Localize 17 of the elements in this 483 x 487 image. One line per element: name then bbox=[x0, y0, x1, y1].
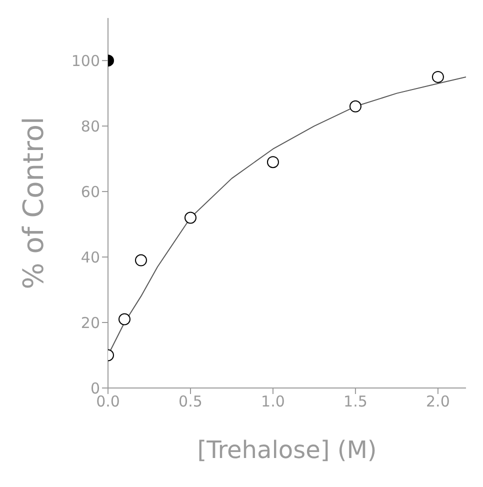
y-tick-label: 20 bbox=[80, 314, 100, 332]
x-tick-label: 2.0 bbox=[426, 392, 450, 411]
point bbox=[118, 313, 130, 326]
x-tick-label: 1.5 bbox=[344, 392, 368, 411]
x-tick-label: 1.0 bbox=[261, 392, 285, 411]
point bbox=[184, 212, 196, 224]
y-tick-label: 80 bbox=[80, 117, 100, 136]
point bbox=[349, 100, 362, 112]
point bbox=[134, 254, 147, 266]
y-axis-title: % of Control bbox=[16, 116, 50, 290]
x-axis-title: [Trehalose] (M) bbox=[197, 436, 377, 464]
x-tick-label: 0.5 bbox=[178, 392, 202, 411]
point bbox=[432, 70, 444, 83]
y-tick-label: 100 bbox=[71, 52, 100, 70]
point bbox=[266, 156, 279, 168]
y-tick-label: 40 bbox=[80, 248, 100, 266]
y-tick-label: 60 bbox=[80, 182, 100, 201]
